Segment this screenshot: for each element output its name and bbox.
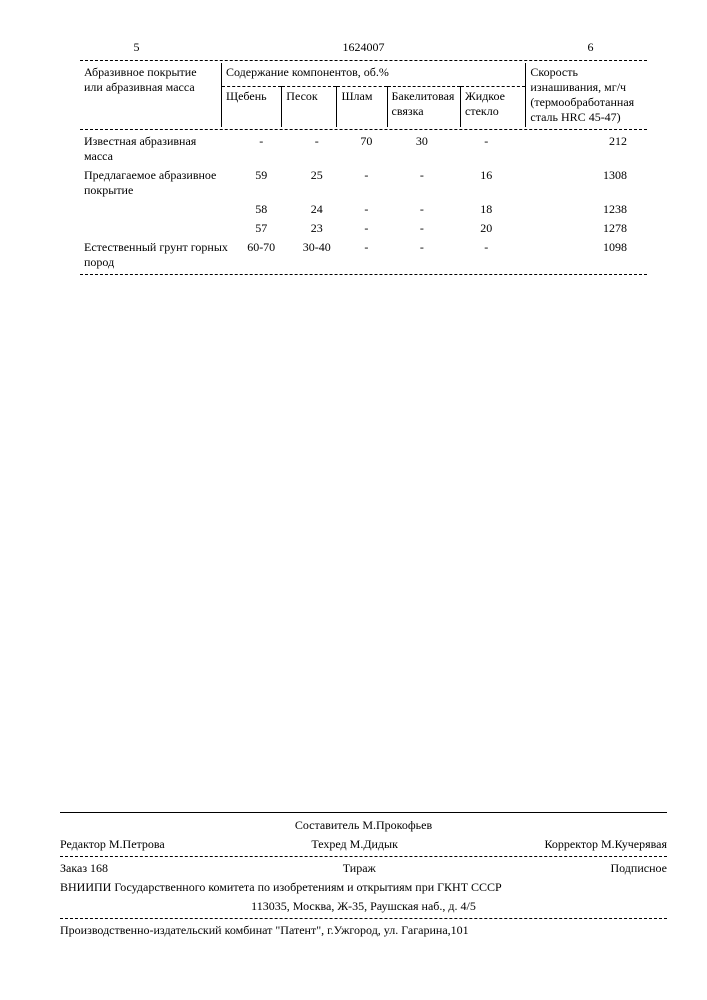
top-page-numbers: 5 1624007 6: [134, 40, 594, 55]
table-row: Известная абразивная масса - - 70 30 - 2…: [80, 132, 647, 166]
cell: 23: [290, 219, 343, 238]
top-divider: [80, 60, 647, 61]
cell: 60-70: [232, 238, 290, 272]
footer-order-line: Заказ 168 Тираж Подписное: [60, 859, 667, 878]
col-header-rate: Скорость изнашивания, мг/ч (термообработ…: [526, 63, 647, 127]
cell-rate: 1098: [518, 238, 647, 272]
footer-editor: Редактор М.Петрова: [60, 837, 165, 852]
col-group-header: Содержание компонентов, об.%: [222, 63, 526, 86]
cell-rate: 1278: [518, 219, 647, 238]
cell: 58: [232, 200, 290, 219]
cell: 30-40: [290, 238, 343, 272]
table-row: Предлагаемое абразивное покрытие 59 25 -…: [80, 166, 647, 200]
footer-divider-2: [60, 856, 667, 857]
cell: -: [454, 132, 518, 166]
data-table: Абразивное покрытие или абразивная масса…: [80, 63, 647, 127]
footer-compiler: Составитель М.Прокофьев: [60, 816, 667, 835]
cell: -: [390, 219, 454, 238]
cell: 18: [454, 200, 518, 219]
cell: -: [390, 166, 454, 200]
cell: -: [454, 238, 518, 272]
col-header-material: Абразивное покрытие или абразивная масса: [80, 63, 222, 127]
footer-tehred: Техред М.Дидык: [311, 837, 398, 852]
cell: 25: [290, 166, 343, 200]
page-right-num: 6: [588, 40, 594, 55]
cell: -: [390, 238, 454, 272]
row-label: Естественный грунт горных пород: [80, 238, 232, 272]
bottom-divider: [80, 274, 647, 275]
cell: -: [390, 200, 454, 219]
cell: -: [343, 219, 390, 238]
row-label: [80, 219, 232, 238]
footer-order: Заказ 168: [60, 861, 108, 876]
row-label: [80, 200, 232, 219]
footer-credits-line: Редактор М.Петрова Техред М.Дидык Коррек…: [60, 835, 667, 854]
cell: 59: [232, 166, 290, 200]
table-row: 57 23 - - 20 1278: [80, 219, 647, 238]
footer-address: 113035, Москва, Ж-35, Раушская наб., д. …: [60, 897, 667, 916]
cell: 57: [232, 219, 290, 238]
cell: 30: [390, 132, 454, 166]
cell: 70: [343, 132, 390, 166]
doc-number: 1624007: [343, 40, 385, 55]
mid-divider: [80, 129, 647, 130]
footer-production: Производственно-издательский комбинат "П…: [60, 921, 667, 940]
row-label: Известная абразивная масса: [80, 132, 232, 166]
table-row: 58 24 - - 18 1238: [80, 200, 647, 219]
sub-header-pesok: Песок: [282, 86, 337, 127]
page-left-num: 5: [134, 40, 140, 55]
footer-podpisnoe: Подписное: [610, 861, 667, 876]
footer-corrector: Корректор М.Кучерявая: [544, 837, 667, 852]
footer-block: Составитель М.Прокофьев Редактор М.Петро…: [60, 809, 667, 940]
cell: -: [232, 132, 290, 166]
footer-divider-1: [60, 812, 667, 813]
header-row-1: Абразивное покрытие или абразивная масса…: [80, 63, 647, 86]
cell-rate: 1308: [518, 166, 647, 200]
sub-header-bakelit: Бакелитовая связка: [387, 86, 461, 127]
footer-divider-3: [60, 918, 667, 919]
cell: 20: [454, 219, 518, 238]
sub-header-sheben: Щебень: [222, 86, 282, 127]
cell-rate: 212: [518, 132, 647, 166]
sub-header-shlam: Шлам: [337, 86, 387, 127]
data-table-body: Известная абразивная масса - - 70 30 - 2…: [80, 132, 647, 272]
cell: -: [343, 166, 390, 200]
footer-org: ВНИИПИ Государственного комитета по изоб…: [60, 878, 667, 897]
page-container: 5 1624007 6 Абразивное покрытие или абра…: [0, 0, 707, 1000]
cell: 24: [290, 200, 343, 219]
cell: 16: [454, 166, 518, 200]
table-row: Естественный грунт горных пород 60-70 30…: [80, 238, 647, 272]
sub-header-steklo: Жидкое стекло: [461, 86, 526, 127]
cell: -: [343, 200, 390, 219]
cell: -: [290, 132, 343, 166]
row-label: Предлагаемое абразивное покрытие: [80, 166, 232, 200]
cell: -: [343, 238, 390, 272]
footer-tirazh: Тираж: [343, 861, 376, 876]
cell-rate: 1238: [518, 200, 647, 219]
